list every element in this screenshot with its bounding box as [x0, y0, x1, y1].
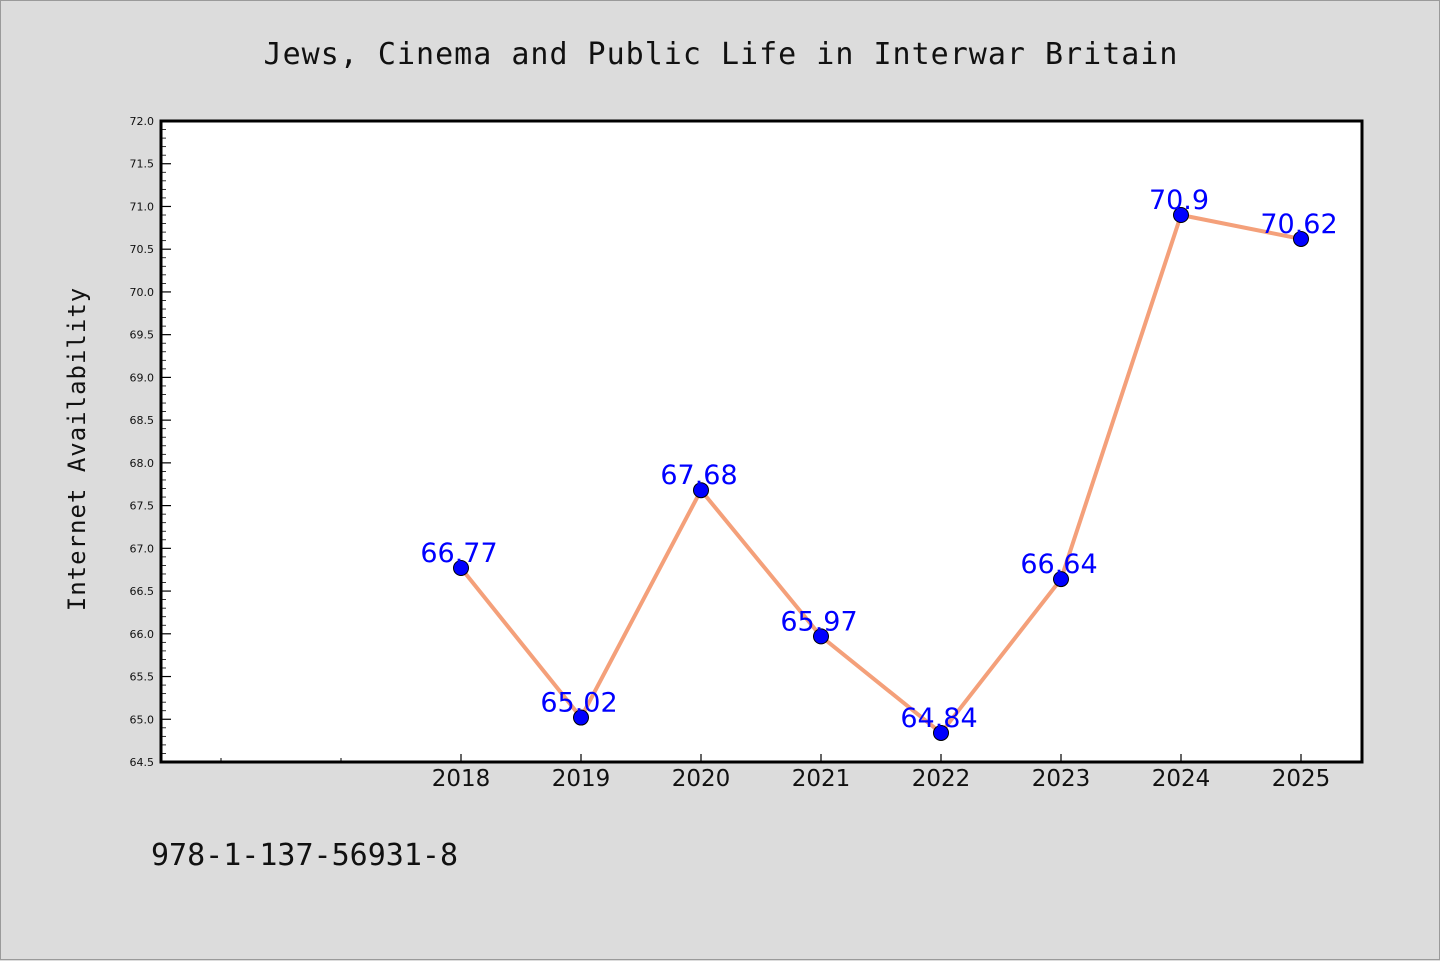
x-tick-label: 2023 — [1032, 766, 1091, 792]
y-tick-label: 66.5 — [130, 585, 155, 598]
y-tick-label: 69.5 — [130, 329, 155, 342]
x-axis-ticks: 2018 2019 2020 2021 2022 2023 2024 2025 — [220, 754, 1331, 792]
x-tick-label: 2022 — [912, 766, 971, 792]
data-point — [693, 482, 709, 499]
y-tick-label: 67.5 — [130, 500, 155, 513]
data-point — [1173, 207, 1189, 224]
y-tick-label: 68.5 — [130, 414, 155, 427]
x-tick-label: 2021 — [792, 766, 851, 792]
data-label: 70.62 — [1260, 209, 1337, 240]
x-tick-label: 2025 — [1272, 766, 1331, 792]
data-point — [813, 628, 829, 645]
x-tick-label: 2018 — [432, 766, 491, 792]
data-point — [1053, 571, 1069, 588]
data-label: 67.68 — [660, 460, 737, 491]
y-tick-label: 67.0 — [130, 542, 155, 555]
data-label: 64.84 — [900, 703, 977, 734]
data-point — [453, 559, 469, 576]
data-point — [933, 724, 949, 741]
x-tick-label: 2024 — [1152, 766, 1211, 792]
y-tick-label: 70.5 — [130, 243, 155, 256]
data-point — [573, 709, 589, 726]
footer-isbn: 978-1-137-56931-8 — [151, 838, 458, 873]
y-tick-label: 64.5 — [130, 756, 155, 769]
series-layer: 66.77 65.02 67.68 65.97 64.84 66.64 70.9 70.62 — [420, 185, 1338, 741]
data-label: 66.64 — [1020, 549, 1097, 580]
y-tick-label: 70.0 — [130, 286, 155, 299]
y-tick-label: 71.5 — [130, 158, 155, 171]
y-axis-label: Internet Availability — [63, 287, 91, 611]
x-tick-label: 2019 — [552, 766, 611, 792]
series-line — [459, 213, 1303, 735]
y-axis-ticks: 64.5 65.0 65.5 66.0 66.5 67.0 67.5 68.0 68.5 69.0… — [130, 115, 171, 769]
chart-title: Jews, Cinema and Public Life in Interwar… — [264, 37, 1179, 72]
data-point — [1293, 230, 1309, 247]
plot-area — [161, 121, 1362, 762]
x-tick-label: 2020 — [672, 766, 731, 792]
y-tick-label: 71.0 — [130, 200, 155, 213]
data-label: 66.77 — [420, 538, 497, 569]
y-tick-label: 69.0 — [130, 371, 155, 384]
y-tick-label: 66.0 — [130, 628, 155, 641]
data-label: 70.9 — [1149, 185, 1209, 216]
y-tick-label: 72.0 — [130, 115, 155, 128]
y-tick-label: 68.0 — [130, 457, 155, 470]
data-label: 65.02 — [540, 688, 617, 719]
y-tick-label: 65.5 — [130, 671, 155, 684]
plot-border — [159, 119, 1364, 764]
data-label: 65.97 — [780, 606, 857, 637]
y-tick-label: 65.0 — [130, 713, 155, 726]
